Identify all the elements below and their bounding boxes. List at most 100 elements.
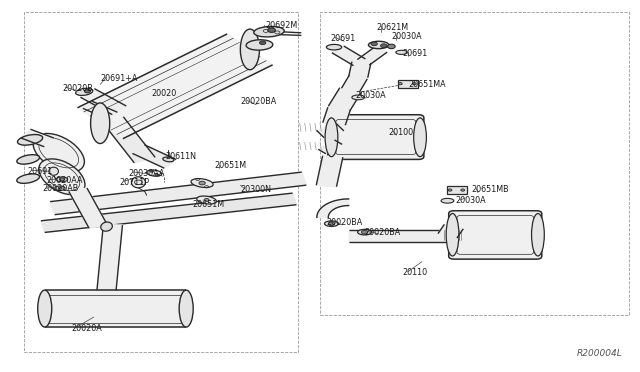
Polygon shape xyxy=(323,107,350,125)
Polygon shape xyxy=(132,145,176,168)
Ellipse shape xyxy=(55,186,65,190)
Polygon shape xyxy=(41,193,296,232)
Ellipse shape xyxy=(326,44,342,50)
Ellipse shape xyxy=(369,41,389,49)
FancyBboxPatch shape xyxy=(449,211,541,259)
Text: 20651MA: 20651MA xyxy=(408,80,445,89)
Ellipse shape xyxy=(196,196,216,204)
Polygon shape xyxy=(342,75,367,92)
Text: 20020BA: 20020BA xyxy=(365,228,401,237)
Ellipse shape xyxy=(39,159,85,195)
Circle shape xyxy=(84,89,91,93)
FancyBboxPatch shape xyxy=(328,115,424,160)
Text: 20030AA: 20030AA xyxy=(129,169,165,177)
Text: 20691+A: 20691+A xyxy=(100,74,138,83)
Ellipse shape xyxy=(246,40,273,50)
Ellipse shape xyxy=(413,118,426,157)
Text: 20691: 20691 xyxy=(27,167,52,176)
Text: 20621M: 20621M xyxy=(376,23,408,32)
Circle shape xyxy=(412,83,416,85)
Circle shape xyxy=(388,44,395,49)
Circle shape xyxy=(60,178,65,181)
Text: 20692M: 20692M xyxy=(266,21,298,30)
Polygon shape xyxy=(328,88,362,111)
Text: 20300N: 20300N xyxy=(241,185,271,194)
Polygon shape xyxy=(317,199,349,217)
Text: 20611N: 20611N xyxy=(166,152,196,161)
Text: 20030A: 20030A xyxy=(455,196,486,205)
Ellipse shape xyxy=(56,177,68,182)
Ellipse shape xyxy=(396,50,407,54)
Text: R200004L: R200004L xyxy=(577,349,623,358)
Ellipse shape xyxy=(17,155,40,164)
Ellipse shape xyxy=(49,167,58,175)
Ellipse shape xyxy=(441,198,454,203)
Text: 20691: 20691 xyxy=(403,49,428,58)
Circle shape xyxy=(199,181,205,185)
Circle shape xyxy=(398,83,402,85)
Ellipse shape xyxy=(446,214,459,256)
Ellipse shape xyxy=(191,179,213,187)
Circle shape xyxy=(268,28,275,32)
Circle shape xyxy=(448,189,452,191)
Ellipse shape xyxy=(163,157,174,162)
Circle shape xyxy=(371,42,378,46)
Text: 20651M: 20651M xyxy=(215,161,247,170)
Ellipse shape xyxy=(100,222,113,231)
Circle shape xyxy=(328,222,335,225)
Ellipse shape xyxy=(17,174,40,183)
Text: 20030A: 20030A xyxy=(356,91,387,100)
Bar xyxy=(397,80,418,88)
Ellipse shape xyxy=(179,290,193,327)
Ellipse shape xyxy=(91,103,109,144)
Text: 20020BA: 20020BA xyxy=(326,218,363,227)
Text: 20020B: 20020B xyxy=(62,84,93,93)
Text: 20020AA: 20020AA xyxy=(46,176,83,185)
Polygon shape xyxy=(77,34,273,139)
Ellipse shape xyxy=(352,95,365,100)
Polygon shape xyxy=(317,124,344,138)
Ellipse shape xyxy=(532,214,544,256)
Polygon shape xyxy=(349,62,371,78)
Polygon shape xyxy=(318,140,342,154)
Text: 20100: 20100 xyxy=(389,128,414,137)
Ellipse shape xyxy=(38,290,52,327)
Circle shape xyxy=(58,187,62,189)
Polygon shape xyxy=(20,129,54,147)
Polygon shape xyxy=(97,224,122,291)
Polygon shape xyxy=(349,230,447,242)
Ellipse shape xyxy=(324,221,339,227)
Circle shape xyxy=(204,199,209,202)
Text: 20020: 20020 xyxy=(151,89,177,98)
Polygon shape xyxy=(357,46,387,65)
Circle shape xyxy=(362,230,368,234)
Circle shape xyxy=(381,44,387,48)
Text: 20651M: 20651M xyxy=(193,200,225,209)
Polygon shape xyxy=(68,188,108,228)
Text: 20030A: 20030A xyxy=(392,32,422,41)
Polygon shape xyxy=(81,89,126,115)
Text: 20020BA: 20020BA xyxy=(241,97,276,106)
Polygon shape xyxy=(438,224,463,238)
Circle shape xyxy=(155,174,159,176)
Ellipse shape xyxy=(325,118,338,157)
Circle shape xyxy=(259,41,266,45)
Text: 20020A: 20020A xyxy=(72,324,102,333)
Polygon shape xyxy=(45,290,186,327)
Ellipse shape xyxy=(76,88,93,96)
Polygon shape xyxy=(316,156,343,187)
Ellipse shape xyxy=(17,135,43,145)
Bar xyxy=(447,186,467,194)
Ellipse shape xyxy=(131,177,145,188)
Ellipse shape xyxy=(254,26,284,37)
Text: 20711P: 20711P xyxy=(119,178,149,187)
Ellipse shape xyxy=(358,230,372,235)
Text: 20691: 20691 xyxy=(330,34,355,43)
Circle shape xyxy=(461,189,465,191)
Text: 20110: 20110 xyxy=(403,268,428,277)
Ellipse shape xyxy=(241,29,259,70)
Polygon shape xyxy=(50,172,307,215)
Text: 20651MB: 20651MB xyxy=(472,185,509,194)
Text: 20020AB: 20020AB xyxy=(43,185,79,193)
Circle shape xyxy=(150,170,154,172)
